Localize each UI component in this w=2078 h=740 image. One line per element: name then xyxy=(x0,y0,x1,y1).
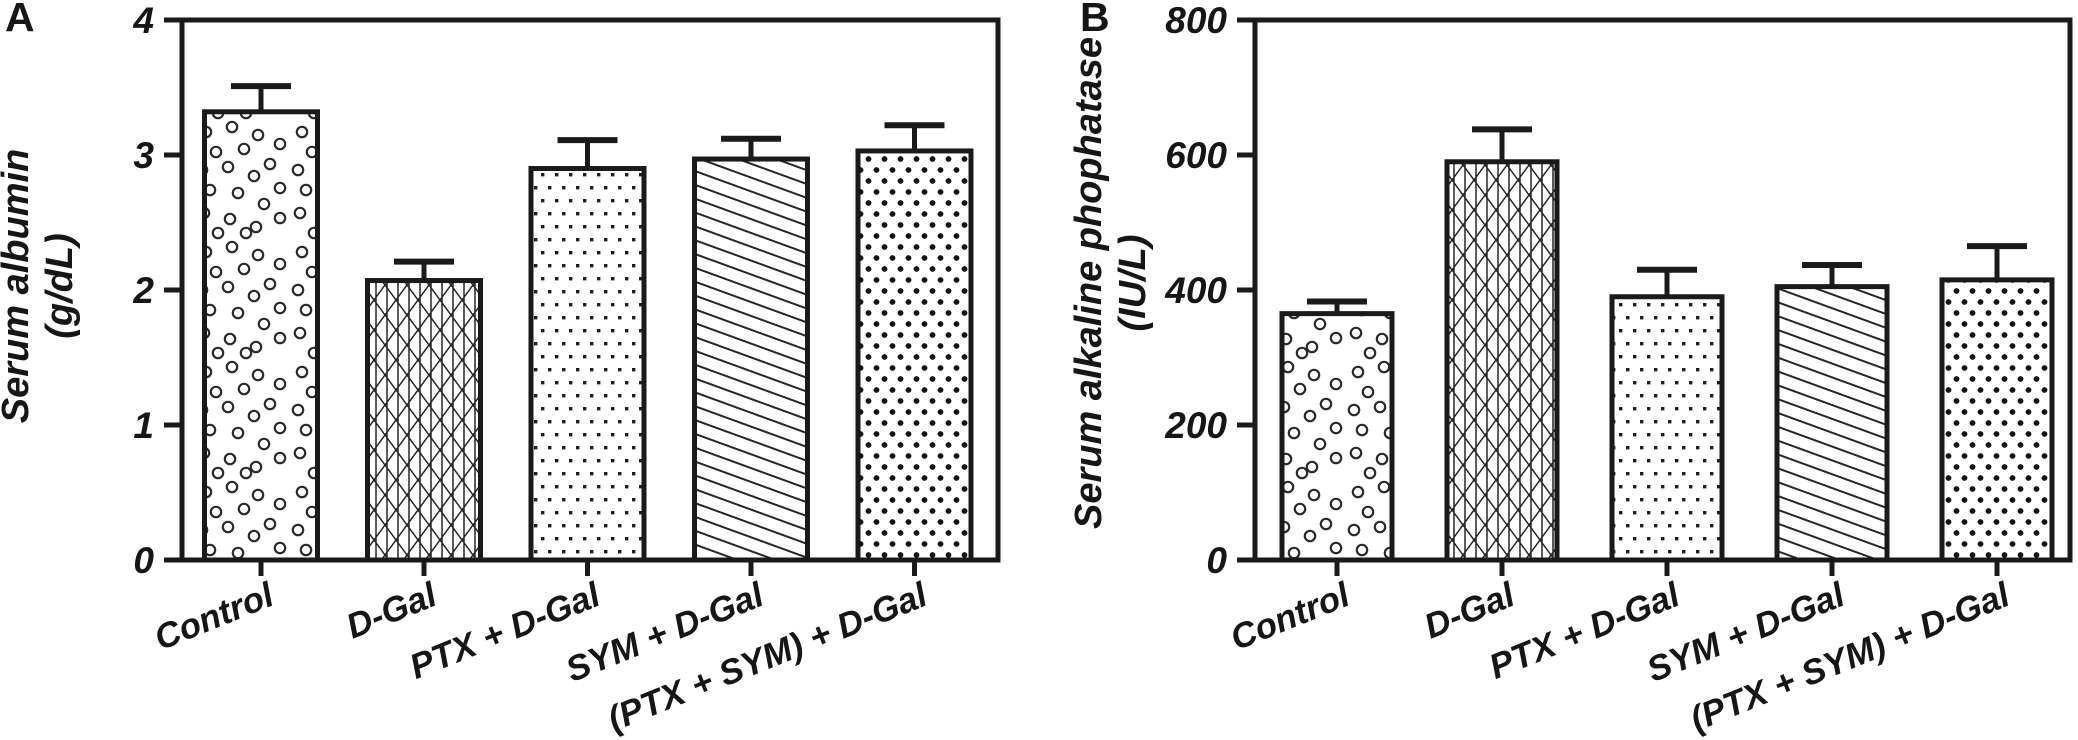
bar-ptx-sym-d-gal xyxy=(1939,277,2055,563)
bar-d-gal xyxy=(365,278,483,563)
panel-b-y-axis-title: Serum alkaline phophatase (IU/L) xyxy=(1066,0,1156,693)
bar-ptx-sym-d-gal xyxy=(855,148,974,563)
y-axis-tick-label: 2 xyxy=(132,270,154,311)
panel-b-y-axis-title-line2: (IU/L) xyxy=(1112,234,1154,332)
panel-a-y-axis-title-line1: Serum albumin xyxy=(0,148,37,424)
bar-control xyxy=(202,109,320,563)
bar-ptx-d-gal xyxy=(1609,294,1725,563)
bar-sym-d-gal xyxy=(692,156,810,563)
panel-b-letter: B xyxy=(1080,0,1110,40)
panel-b-y-axis-title-line1: Serum alkaline phophatase xyxy=(1067,36,1110,530)
y-axis-tick-label: 4 xyxy=(132,0,154,41)
y-axis-tick-label: 800 xyxy=(1165,0,1227,41)
bar-sym-d-gal xyxy=(1774,284,1890,563)
bar-control xyxy=(1279,311,1395,563)
bar-d-gal xyxy=(1444,159,1560,563)
x-category-label-control: Control xyxy=(149,575,280,658)
y-axis-tick-label: 3 xyxy=(133,135,154,176)
panel-a-y-axis-title: Serum albumin (g/dL) xyxy=(0,0,83,696)
bar-ptx-d-gal xyxy=(528,166,647,563)
panel-a-letter: A xyxy=(5,0,35,40)
x-category-label-d-gal: D-Gal xyxy=(341,575,443,647)
panel-a-y-axis-title-line2: (g/dL) xyxy=(39,233,81,339)
y-axis-tick-label: 1 xyxy=(133,405,154,446)
y-axis-tick-label: 200 xyxy=(1164,405,1227,446)
y-axis-tick-label: 600 xyxy=(1165,135,1227,176)
y-axis-tick-label: 0 xyxy=(1206,540,1227,581)
y-axis-tick-label: 400 xyxy=(1164,270,1227,311)
x-category-label-d-gal: D-Gal xyxy=(1419,575,1521,647)
y-axis-tick-label: 0 xyxy=(133,540,154,581)
x-category-label-control: Control xyxy=(1225,575,1356,658)
